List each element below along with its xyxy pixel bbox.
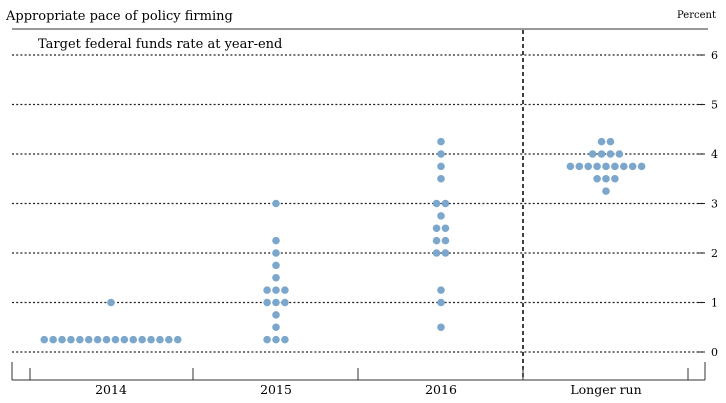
data-dot — [49, 335, 57, 344]
data-dot — [156, 335, 164, 344]
y-axis: 0 1 2 3 4 5 6 — [697, 49, 718, 359]
x-tick-label: 2015 — [260, 382, 292, 397]
data-dot — [281, 335, 289, 344]
data-dot — [432, 236, 441, 245]
y-axis-unit-label: Percent — [677, 10, 716, 21]
data-dot — [437, 212, 445, 220]
data-dot — [272, 249, 280, 257]
chart-subtitle: Target federal funds rate at year-end — [38, 37, 282, 52]
data-dot — [165, 335, 173, 344]
data-dot — [588, 150, 597, 158]
data-dot — [111, 335, 120, 344]
y-tick-label: 0 — [711, 346, 718, 359]
data-dot — [263, 298, 271, 307]
data-dot — [102, 335, 111, 344]
data-dot — [432, 249, 441, 257]
data-dot — [441, 224, 450, 233]
data-dot — [432, 224, 441, 233]
data-dot — [147, 335, 155, 344]
data-dot — [272, 273, 280, 282]
data-dot — [611, 162, 619, 171]
data-dot — [566, 162, 575, 171]
data-dot — [628, 162, 637, 171]
data-dot — [40, 335, 49, 344]
y-tick-label: 5 — [711, 99, 718, 112]
data-dot — [263, 335, 271, 344]
x-axis: 2014 2015 2016 Longer run — [11, 362, 706, 397]
data-dot — [597, 150, 606, 158]
data-dot — [441, 199, 450, 208]
data-dot — [615, 150, 624, 158]
data-dot — [620, 162, 628, 171]
data-dot — [120, 335, 129, 344]
data-dot — [606, 137, 615, 146]
y-tick-label: 4 — [711, 148, 718, 161]
data-dot — [272, 298, 280, 307]
dots-layer — [40, 137, 646, 344]
data-dot — [272, 236, 280, 245]
x-tick-label: 2016 — [425, 382, 457, 397]
chart-title: Appropriate pace of policy firming — [5, 9, 233, 24]
y-tick-label: 3 — [711, 198, 718, 211]
data-dot — [437, 298, 445, 307]
y-tick-label: 6 — [711, 49, 718, 62]
x-tick-label: 2014 — [95, 382, 127, 397]
data-dot — [593, 174, 601, 183]
data-dot — [138, 335, 146, 344]
data-dot — [437, 150, 445, 158]
data-dot — [281, 286, 289, 294]
data-dot — [93, 335, 102, 344]
data-dot — [107, 298, 115, 307]
data-dot — [593, 162, 601, 171]
data-dot — [58, 335, 66, 344]
gridlines — [12, 54, 705, 353]
y-tick-label: 1 — [711, 297, 718, 310]
data-dot — [575, 162, 584, 171]
data-dot — [432, 199, 441, 208]
data-dot — [129, 335, 138, 344]
data-dot — [602, 174, 610, 183]
x-tick-label: Longer run — [570, 382, 641, 397]
data-dot — [84, 335, 93, 344]
data-dot — [272, 323, 280, 332]
data-dot — [584, 162, 592, 171]
data-dot — [272, 199, 280, 208]
data-dot — [272, 286, 280, 294]
data-dot — [597, 137, 606, 146]
data-dot — [263, 286, 271, 294]
data-dot — [602, 162, 610, 171]
data-dot — [437, 286, 445, 294]
data-dot — [437, 323, 445, 332]
data-dot — [272, 335, 280, 344]
y-tick-label: 2 — [711, 247, 718, 260]
data-dot — [272, 261, 280, 270]
data-dot — [637, 162, 646, 171]
data-dot — [67, 335, 75, 344]
data-dot — [441, 249, 450, 257]
data-dot — [173, 335, 182, 344]
data-dot — [437, 137, 445, 146]
data-dot — [602, 187, 610, 195]
data-dot — [611, 174, 619, 183]
data-dot — [606, 150, 615, 158]
data-dot — [437, 174, 445, 183]
data-dot — [76, 335, 84, 344]
data-dot — [281, 298, 289, 307]
data-dot — [272, 311, 280, 319]
data-dot — [437, 162, 445, 171]
data-dot — [441, 236, 450, 245]
